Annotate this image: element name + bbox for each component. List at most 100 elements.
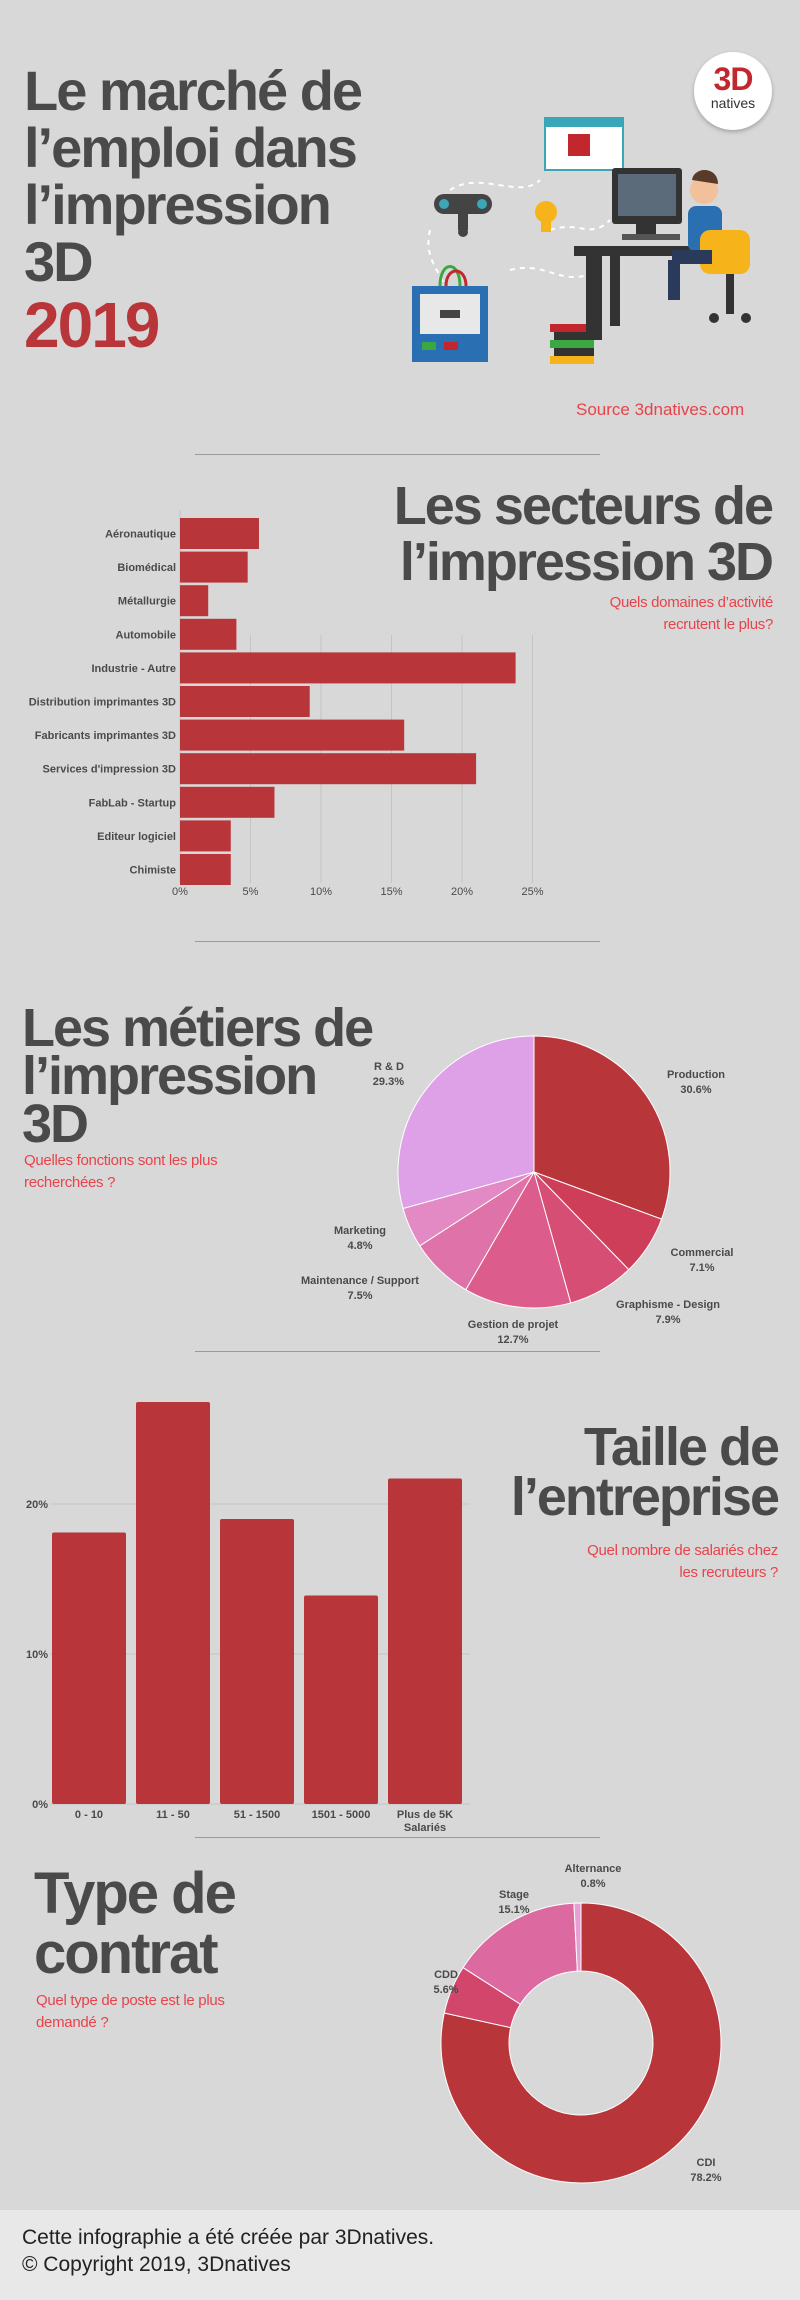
slice-value: 29.3% [373,1076,404,1088]
x-tick-label: 10% [310,886,332,898]
sectors-subtitle-line: Quels domaines d’activité [609,594,774,611]
category-label: FabLab - Startup [89,797,177,809]
contract-donut-chart: CDI 78.2% CDD 5.6% Stage 15.1% Alternance 0.8% [433,1863,722,2184]
sectors-title: Les secteurs de l’impression 3D [393,476,774,592]
slice-label: CDI [697,2157,716,2169]
slice-value: 5.6% [433,1984,458,1996]
x-tick-label: 0% [172,886,188,898]
jobs-subtitle-line: recherchées ? [24,1174,116,1191]
category-label: Biomédical [117,562,176,574]
category-label: 51 - 1500 [234,1809,280,1821]
category-label: Métallurgie [118,596,176,608]
category-label: 1501 - 5000 [312,1809,371,1821]
size-title: Taille de l’entreprise [511,1417,780,1524]
contract-subtitle-line: demandé ? [36,2014,109,2031]
donut-slice [440,1902,722,2184]
slice-label: R & D [374,1061,404,1073]
logo-text-top: 3D [713,61,754,97]
jobs-subtitle-line: Quelles fonctions sont les plus [24,1152,218,1169]
slice-label: Gestion de projet [468,1319,559,1331]
size-subtitle-line: les recruteurs ? [679,1564,778,1581]
sectors-subtitle: Quels domaines d’activité recrutent le p… [609,592,774,636]
section-divider [195,454,600,455]
jobs-title-line: Les métiers de [22,998,374,1058]
footer-credit: Cette infographie a été créée par 3Dnati… [22,2226,435,2249]
title-line: 3D [24,230,94,293]
bar [180,686,310,717]
slice-value: 78.2% [690,2172,721,2184]
category-label: Salariés [404,1822,446,1834]
bar [180,820,231,852]
slice-value: 4.8% [347,1240,372,1252]
y-tick-label: 0% [32,1799,48,1811]
pie-slice [465,1170,572,1309]
bar [180,585,209,617]
donut-slice [573,1902,582,1972]
bar [180,786,275,818]
monitor-icon [612,168,682,240]
category-label: Plus de 5K [397,1809,453,1821]
brand-logo: 3D natives [694,52,772,130]
category-label: Editeur logiciel [97,831,176,843]
slice-value: 15.1% [498,1904,529,1916]
y-tick-label: 10% [26,1649,48,1661]
slice-label: Commercial [671,1247,734,1259]
size-subtitle: Quel nombre de salariés chez les recrute… [587,1540,778,1584]
bar [180,618,237,650]
footer-copyright: © Copyright 2019, 3Dnatives [22,2253,291,2276]
pie-slice [533,1035,671,1220]
bar [52,1532,126,1804]
category-label: Chimiste [130,865,176,877]
bar [180,854,231,885]
slice-value: 0.8% [580,1878,605,1890]
category-label: Automobile [116,629,177,641]
contract-subtitle: Quel type de poste est le plus demandé ? [36,1990,225,2034]
contract-title-line: contrat [34,1921,219,1986]
bar [220,1519,294,1804]
source-credit: Source 3dnatives.com [576,400,745,419]
category-label: Aéronautique [105,529,176,541]
slice-label: Marketing [334,1225,386,1237]
category-label: Industrie - Autre [91,663,176,675]
sectors-title-line: l’impression 3D [399,532,774,592]
slice-label: Maintenance / Support [301,1275,419,1287]
books-icon [550,324,594,364]
bar [180,753,477,785]
logo-text-bottom: natives [710,95,756,111]
slice-value: 12.7% [497,1334,528,1346]
slice-label: Alternance [565,1863,622,1875]
workstation-illustration [412,117,751,364]
bar [388,1478,462,1804]
contract-subtitle-line: Quel type de poste est le plus [36,1992,225,2009]
footer: Cette infographie a été créée par 3Dnati… [0,2210,800,2300]
contract-title: Type de contrat [34,1864,237,1986]
sectors-title-line: Les secteurs de [393,476,774,536]
category-label: 11 - 50 [156,1809,190,1821]
category-label: Fabricants imprimantes 3D [35,730,176,742]
title-line: l’impression [24,173,332,236]
person-icon [668,169,751,323]
bar [304,1595,378,1804]
title-year: 2019 [24,289,160,361]
bar [180,652,516,684]
gamepad-icon [434,194,492,237]
category-label: 0 - 10 [75,1809,103,1821]
bar [136,1402,210,1804]
title-line: Le marché de [24,59,363,122]
x-tick-label: 25% [521,886,543,898]
size-subtitle-line: Quel nombre de salariés chez [587,1542,778,1559]
x-tick-label: 15% [380,886,402,898]
section-divider [195,941,600,942]
x-tick-label: 5% [243,886,259,898]
category-label: Services d'impression 3D [43,764,177,776]
bar [180,518,259,549]
sectors-subtitle-line: recrutent le plus? [663,616,773,633]
y-tick-label: 20% [26,1499,48,1511]
pie-slice [397,1035,535,1210]
jobs-title-line: l’impression [22,1046,318,1106]
jobs-title: Les métiers de l’impression 3D [22,998,374,1154]
bar [180,551,248,583]
size-title-line: Taille de [583,1417,780,1477]
jobs-title-line: 3D [22,1094,89,1154]
category-label: Distribution imprimantes 3D [29,697,176,709]
